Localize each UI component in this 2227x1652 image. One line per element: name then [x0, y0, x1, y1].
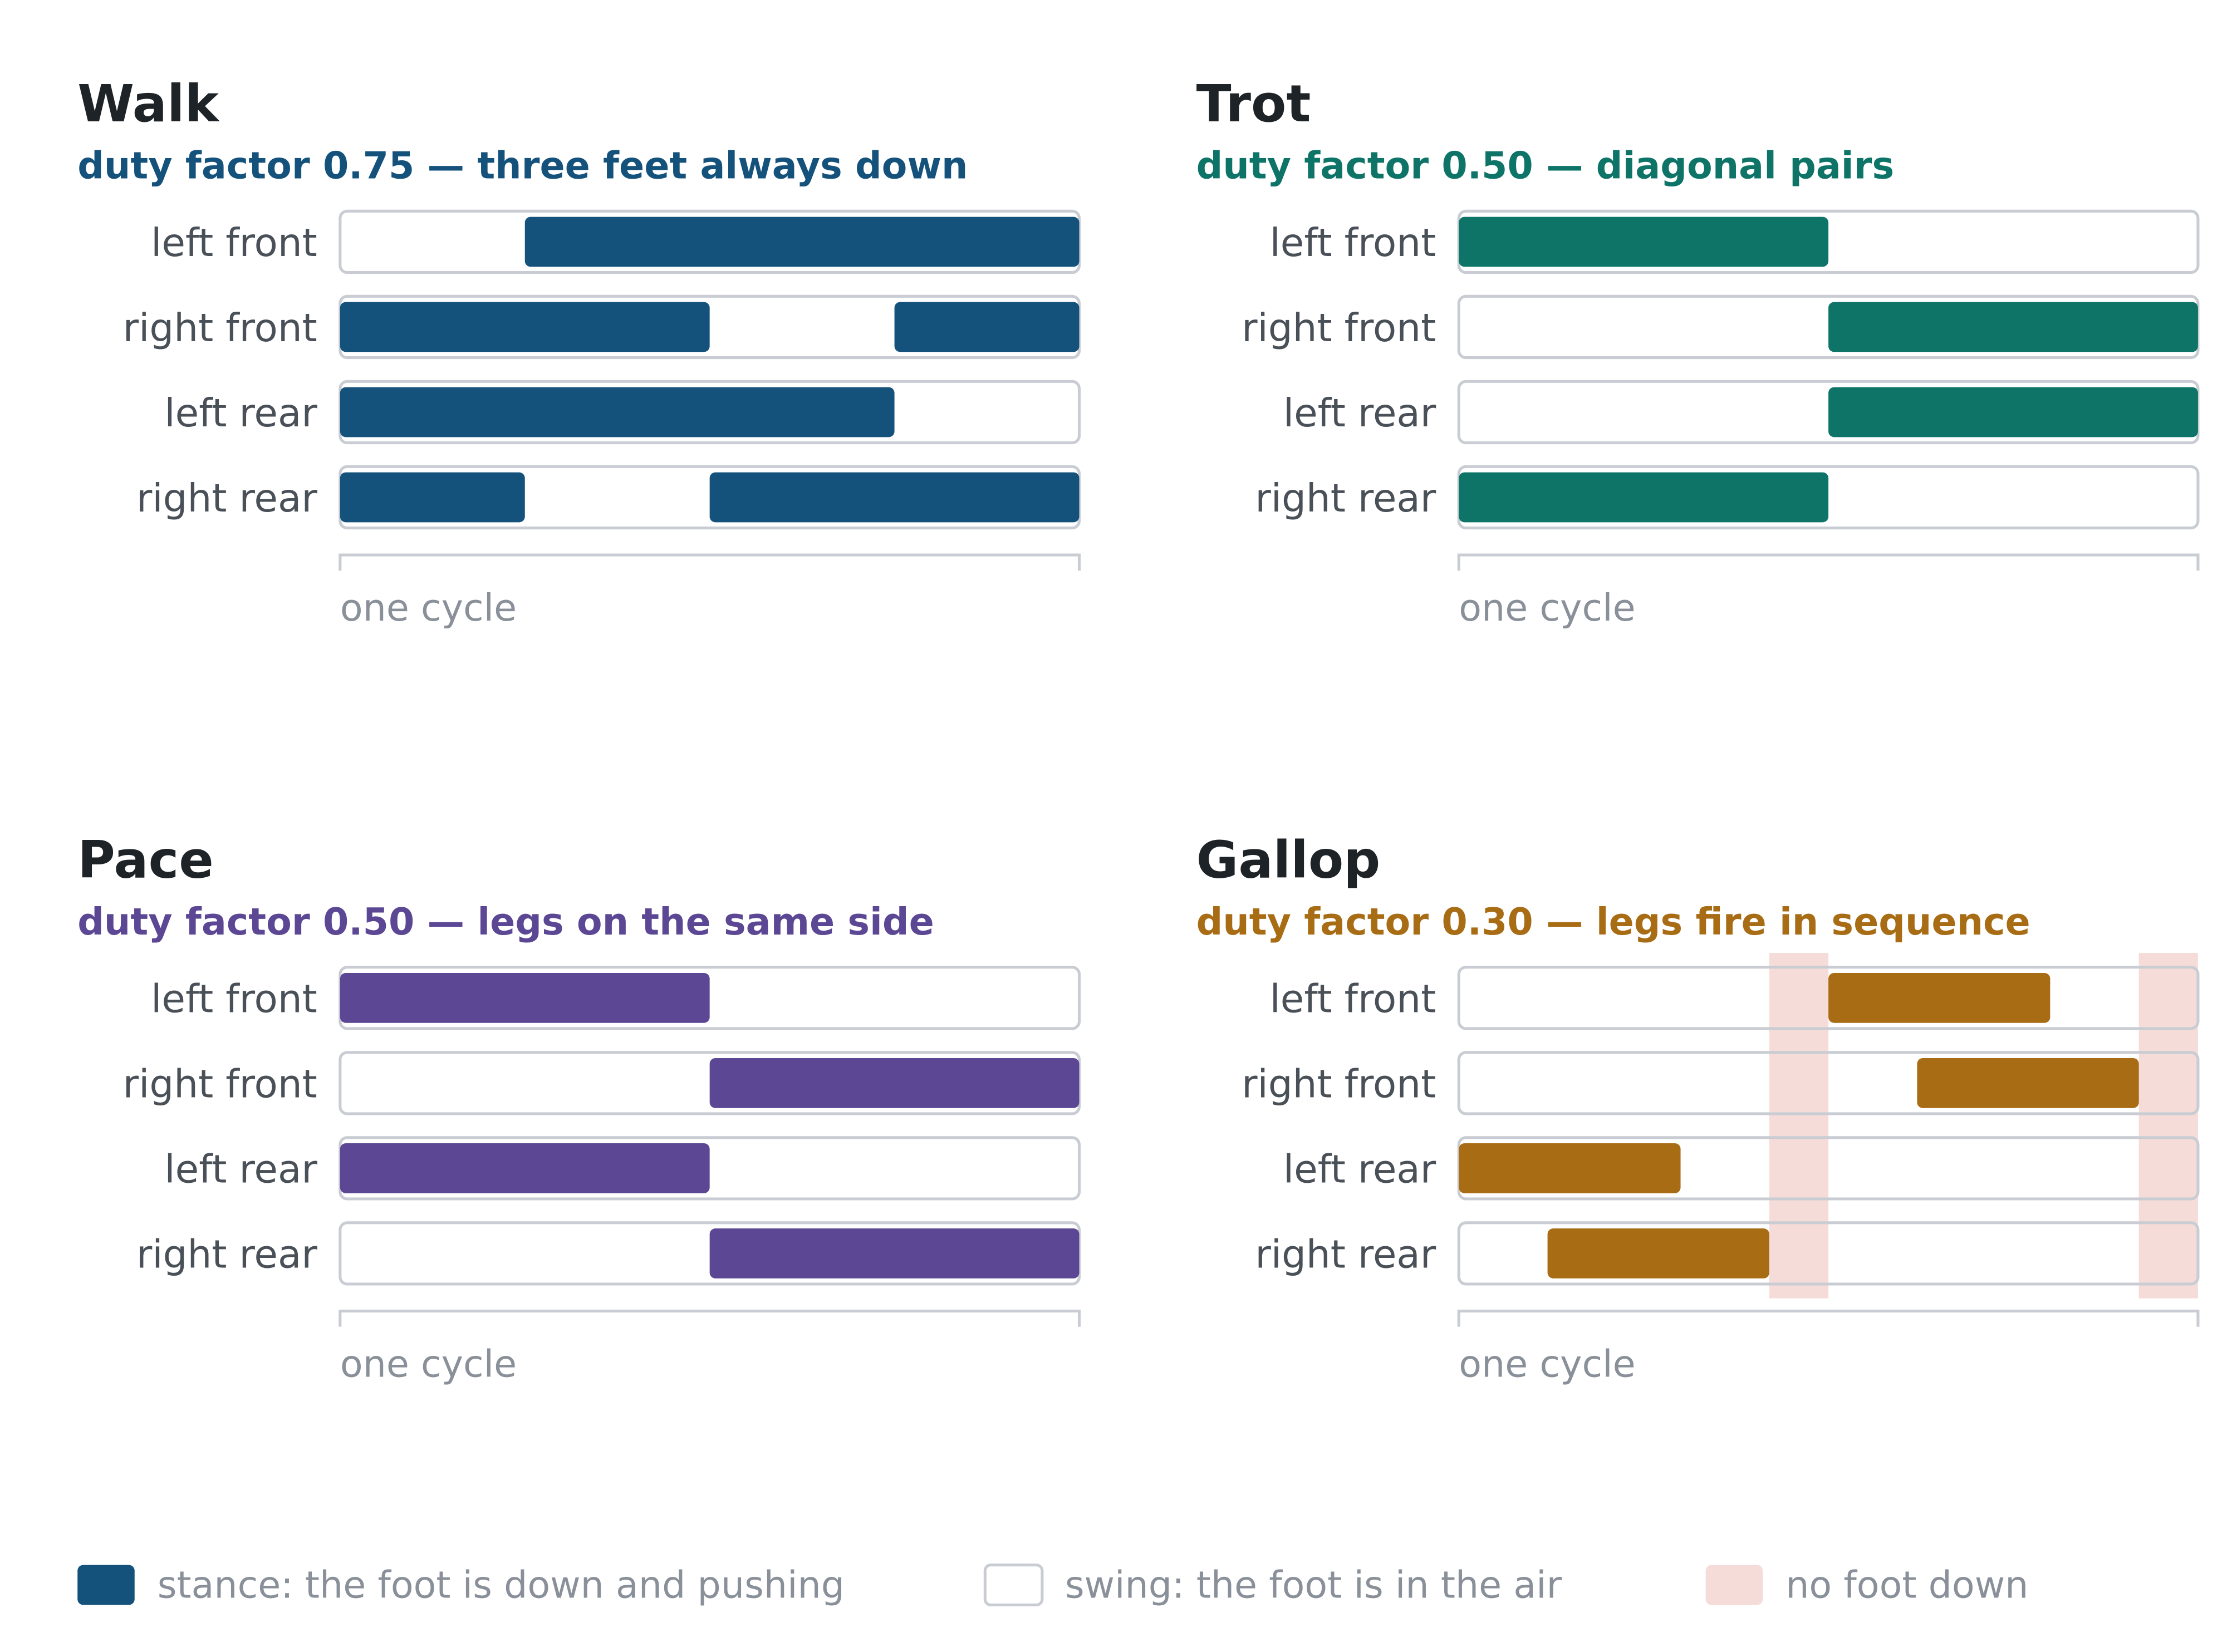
cycle-axis: [339, 553, 1081, 571]
stance-bar: [1828, 972, 2051, 1023]
leg-label: right rear: [136, 1233, 317, 1277]
panel-gallop: Gallop duty factor 0.30 — legs fire in s…: [1196, 829, 2200, 1385]
legend-item-swing: swing: the foot is in the air: [983, 1564, 1562, 1607]
legend-label: no foot down: [1785, 1564, 2028, 1607]
cycle-axis: [1457, 553, 2200, 571]
legend-swatch-stance: [77, 1565, 135, 1605]
leg-label: left front: [151, 977, 317, 1021]
stance-bar: [709, 1058, 1080, 1108]
panel-subtitle: duty factor 0.75 — three feet always dow…: [77, 144, 968, 187]
stance-bar: [1547, 1228, 1769, 1279]
cycle-label: one cycle: [1459, 586, 1635, 630]
leg-label: left front: [151, 221, 317, 266]
legend-item-no-foot-down: no foot down: [1705, 1564, 2028, 1607]
cycle-axis: [1457, 1309, 2200, 1327]
leg-label: right front: [1242, 1062, 1436, 1107]
leg-label: right front: [123, 1062, 317, 1107]
leg-label: right front: [123, 306, 317, 351]
leg-label: left rear: [1283, 391, 1436, 436]
legend-item-stance: stance: the foot is down and pushing: [77, 1564, 845, 1607]
cycle-label: one cycle: [340, 1342, 517, 1385]
leg-label: left rear: [164, 1148, 317, 1192]
stance-bar: [340, 472, 525, 523]
leg-label: left rear: [1283, 1148, 1436, 1192]
leg-tracks: left front right front left rear right rear…: [123, 209, 1081, 630]
leg-label: right front: [1242, 306, 1436, 351]
leg-label: left front: [1270, 221, 1436, 266]
panel-pace: Pace duty factor 0.50 — legs on the same…: [77, 829, 1081, 1385]
stance-bar: [340, 972, 710, 1023]
stance-bar: [709, 472, 1080, 523]
stance-bar: [340, 302, 710, 352]
no-foot-down-band: [2138, 953, 2198, 1299]
stance-bar: [1828, 302, 2198, 352]
panel-subtitle: duty factor 0.50 — diagonal pairs: [1196, 144, 1894, 187]
leg-tracks: left front right front left rear right rear…: [1242, 953, 2200, 1385]
legend-swatch-swing: [983, 1564, 1044, 1606]
swing-track: [1457, 1221, 2200, 1286]
panel-title: Walk: [77, 73, 220, 134]
swing-track: [1457, 966, 2200, 1030]
stance-bar: [894, 302, 1080, 352]
stance-bar: [1459, 472, 1829, 523]
stance-bar: [709, 1228, 1080, 1279]
cycle-label: one cycle: [1459, 1342, 1635, 1385]
leg-tracks: left front right front left rear right rear…: [1242, 209, 2200, 630]
panel-trot: Trot duty factor 0.50 — diagonal pairs l…: [1196, 73, 2200, 630]
leg-label: right rear: [136, 476, 317, 521]
legend-label: swing: the foot is in the air: [1065, 1564, 1562, 1607]
stance-bar: [340, 387, 895, 437]
stance-bar: [1459, 1143, 1681, 1193]
leg-label: right rear: [1255, 1233, 1436, 1277]
stance-bar: [340, 1143, 710, 1193]
panel-title: Pace: [77, 829, 214, 889]
legend-label: stance: the foot is down and pushing: [158, 1564, 845, 1607]
leg-label: right rear: [1255, 476, 1436, 521]
cycle-axis: [339, 1309, 1081, 1327]
panel-subtitle: duty factor 0.30 — legs fire in sequence: [1196, 900, 2030, 943]
cycle-label: one cycle: [340, 586, 517, 630]
panel-title: Trot: [1196, 73, 1311, 134]
leg-label: left front: [1270, 977, 1436, 1021]
swing-track: [1457, 1051, 2200, 1115]
stance-bar: [1459, 217, 1829, 267]
leg-tracks: left front right front left rear right rear…: [123, 966, 1081, 1385]
legend-swatch-no-foot-down: [1705, 1565, 1763, 1605]
legend: stance: the foot is down and pushing swi…: [77, 1564, 2028, 1607]
stance-bar: [1828, 387, 2198, 437]
panel-subtitle: duty factor 0.50 — legs on the same side: [77, 900, 934, 943]
leg-label: left rear: [164, 391, 317, 436]
stance-bar: [1917, 1058, 2139, 1108]
panel-title: Gallop: [1196, 829, 1381, 889]
no-foot-down-band: [1769, 953, 1829, 1299]
stance-bar: [524, 217, 1080, 267]
panel-walk: Walk duty factor 0.75 — three feet alway…: [77, 73, 1081, 630]
